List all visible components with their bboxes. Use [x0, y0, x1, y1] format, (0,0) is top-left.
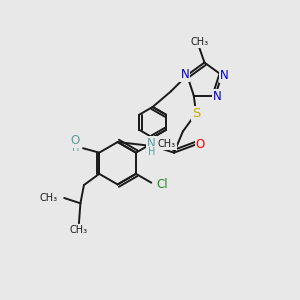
Text: N: N: [180, 68, 189, 81]
Text: N: N: [213, 90, 222, 103]
Text: H: H: [72, 143, 80, 153]
Text: N: N: [147, 137, 156, 150]
Text: CH₃: CH₃: [158, 139, 176, 149]
Text: O: O: [70, 134, 80, 147]
Text: Cl: Cl: [157, 178, 168, 191]
Text: CH₃: CH₃: [190, 37, 208, 47]
Text: H: H: [148, 146, 155, 157]
Text: N: N: [220, 69, 229, 82]
Text: CH₃: CH₃: [70, 225, 88, 235]
Text: CH₃: CH₃: [40, 193, 58, 203]
Text: S: S: [192, 107, 200, 120]
Text: O: O: [196, 138, 205, 151]
